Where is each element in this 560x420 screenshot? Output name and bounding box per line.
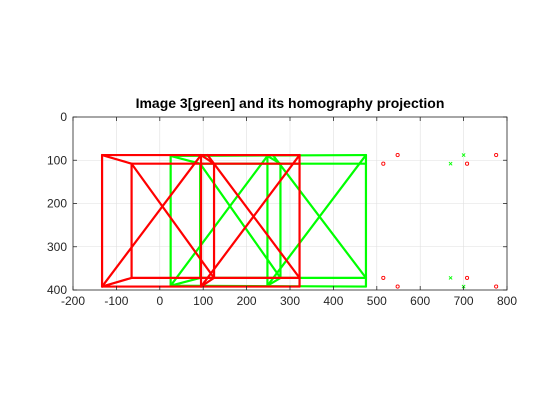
o-marker-point <box>395 284 400 289</box>
series-segment <box>169 276 202 287</box>
x-marker-point <box>448 161 453 166</box>
o-marker-point <box>395 153 400 158</box>
x-tick-label: 600 <box>410 294 430 308</box>
series-segment <box>272 154 368 279</box>
grid <box>72 116 508 291</box>
chart-title: Image 3[green] and its homography projec… <box>136 95 445 111</box>
axes: -200 -100 0 100 200 300 400 500 600 700 800 0 100 200… <box>47 110 517 308</box>
x-tick-label: 300 <box>280 294 300 308</box>
o-marker-point <box>465 275 470 280</box>
y-tick-label: 100 <box>47 153 67 167</box>
x-tick-label: 200 <box>237 294 257 308</box>
x-tick-label: 500 <box>367 294 387 308</box>
series-segment <box>266 153 368 287</box>
x-marker-point <box>448 275 453 280</box>
x-tick-label: 700 <box>454 294 474 308</box>
o-marker-point <box>494 153 499 158</box>
series-segment <box>169 154 269 287</box>
x-tick-label: -100 <box>104 294 128 308</box>
x-tick-label: 400 <box>323 294 343 308</box>
series-segment <box>100 153 203 288</box>
plot-series <box>100 153 499 289</box>
y-tick-label: 300 <box>47 240 67 254</box>
series-segment <box>206 153 301 279</box>
o-marker-point <box>494 284 499 289</box>
o-marker-point <box>381 275 386 280</box>
o-marker-point <box>465 161 470 166</box>
series-segment <box>199 153 301 288</box>
y-tick-label: 0 <box>60 110 67 124</box>
series-segment <box>100 276 133 288</box>
x-marker-point <box>461 153 466 157</box>
y-tick-label: 400 <box>47 283 67 297</box>
x-tick-label: -200 <box>61 294 85 308</box>
series-segment <box>100 153 133 165</box>
y-tick-label: 200 <box>47 197 67 211</box>
o-marker-point <box>381 161 386 166</box>
x-tick-label: 100 <box>193 294 213 308</box>
x-tick-label: 800 <box>497 294 517 308</box>
series-segment <box>130 162 216 279</box>
x-tick-label: 0 <box>156 294 163 308</box>
